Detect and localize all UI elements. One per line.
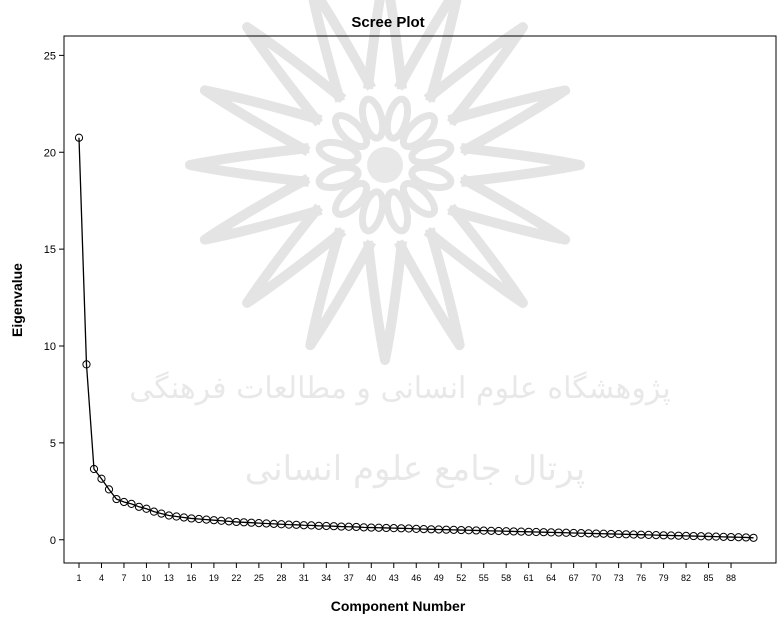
- x-tick-label: 34: [321, 573, 331, 583]
- x-tick-label: 76: [636, 573, 646, 583]
- data-point: [104, 485, 114, 494]
- data-point: [157, 509, 166, 518]
- data-point: [119, 497, 129, 507]
- eigenvalue-line: [78, 137, 754, 539]
- x-tick-label: 43: [389, 573, 399, 583]
- data-point: [112, 494, 121, 504]
- x-tick-label: 13: [164, 573, 174, 583]
- chart-title: Scree Plot: [351, 14, 424, 31]
- x-tick-label: 22: [231, 573, 241, 583]
- x-tick-label: 64: [546, 573, 556, 583]
- x-tick-label: 19: [209, 573, 219, 583]
- eigenvalue-points: [74, 133, 758, 542]
- x-axis-label: Component Number: [331, 598, 466, 614]
- watermark-text-line1: پژوهشگاه علوم انسانی و مطالعات فرهنگی: [129, 371, 671, 406]
- x-tick-label: 58: [501, 573, 511, 583]
- y-tick-label: 10: [44, 341, 56, 353]
- data-point: [142, 504, 151, 513]
- x-tick-label: 25: [254, 573, 264, 583]
- y-tick-label: 25: [44, 50, 56, 62]
- data-point: [749, 533, 758, 542]
- data-point: [134, 502, 144, 511]
- data-point: [149, 507, 159, 516]
- x-tick-label: 28: [276, 573, 286, 583]
- data-point: [127, 499, 136, 509]
- x-tick-label: 70: [591, 573, 601, 583]
- y-tick-label: 0: [50, 535, 56, 547]
- x-tick-label: 46: [411, 573, 421, 583]
- x-tick-label: 10: [141, 573, 151, 583]
- x-tick-label: 49: [434, 573, 444, 583]
- data-point: [97, 474, 106, 483]
- plot-frame: [63, 35, 777, 564]
- x-tick-label: 40: [366, 573, 376, 583]
- x-tick-label: 4: [99, 573, 104, 583]
- x-tick-label: 61: [524, 573, 534, 583]
- watermark-logo: پژوهشگاه علوم انسانی و مطالعات فرهنگی پر…: [129, 0, 671, 489]
- y-tick-label: 5: [50, 438, 56, 450]
- x-axis: 1 4 7 10 13 16 19 22 25 28 31 34 37 40 43 46 49 52 55 58 61 6…: [76, 563, 736, 583]
- rosette-ornament-icon: [185, 0, 585, 365]
- data-point: [89, 464, 99, 474]
- watermark-text-line2: پرتال جامع علوم انسانی: [245, 449, 585, 489]
- x-tick-label: 1: [76, 573, 81, 583]
- x-tick-label: 73: [614, 573, 624, 583]
- data-point: [74, 133, 84, 142]
- x-tick-label: 31: [299, 573, 309, 583]
- x-tick-label: 52: [456, 573, 466, 583]
- x-tick-label: 82: [681, 573, 691, 583]
- data-point: [82, 360, 91, 369]
- x-tick-label: 37: [344, 573, 354, 583]
- x-tick-label: 16: [186, 573, 196, 583]
- x-tick-label: 7: [121, 573, 126, 583]
- x-tick-label: 55: [479, 573, 489, 583]
- y-tick-label: 20: [44, 147, 56, 159]
- x-tick-label: 85: [704, 573, 714, 583]
- y-axis: 0 5 10 15 20 25: [44, 50, 64, 547]
- y-tick-label: 15: [44, 244, 56, 256]
- x-tick-label: 67: [569, 573, 579, 583]
- y-axis-label: Eigenvalue: [9, 263, 25, 337]
- x-tick-label: 79: [659, 573, 669, 583]
- x-tick-label: 88: [726, 573, 736, 583]
